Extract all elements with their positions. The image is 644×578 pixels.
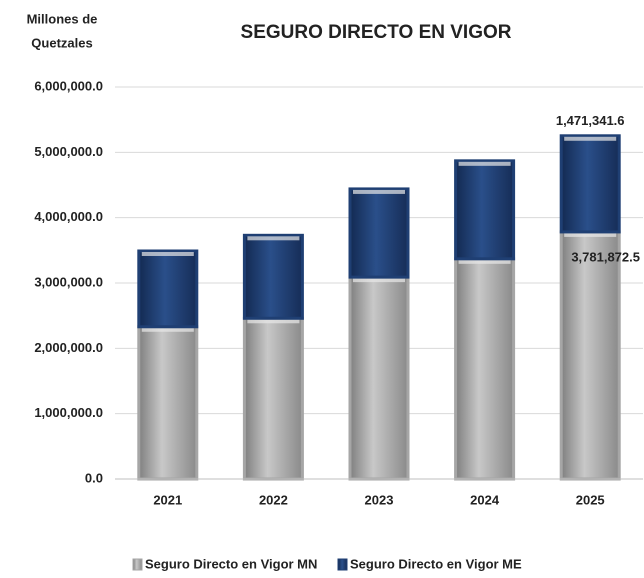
data-label: 1,471,341.6	[556, 113, 625, 128]
legend-swatch	[132, 558, 143, 571]
bar-segment	[559, 230, 621, 481]
data-label: 3,781,872.5	[571, 249, 640, 264]
x-tick-label: 2025	[576, 492, 605, 507]
y-label: Millones de	[27, 11, 98, 26]
bar-cap	[564, 232, 617, 237]
y-tick-label: 5,000,000.0	[34, 144, 103, 159]
legend-label: Seguro Directo en Vigor MN	[145, 556, 317, 571]
bar-cap	[141, 327, 194, 332]
bar-segment	[137, 325, 199, 481]
y-label: Quetzales	[31, 35, 92, 50]
bar-cap	[247, 236, 300, 241]
bar-segment	[242, 233, 304, 320]
bar-cap	[353, 189, 405, 194]
legend-swatch	[337, 558, 348, 571]
x-tick-label: 2021	[153, 492, 182, 507]
y-tick-label: 3,000,000.0	[34, 274, 103, 289]
bar-cap	[564, 136, 617, 141]
bar-segment	[559, 134, 621, 234]
x-tick-label: 2024	[470, 492, 500, 507]
bar-cap	[141, 251, 194, 256]
y-tick-label: 0.0	[85, 470, 103, 485]
y-tick-label: 2,000,000.0	[34, 340, 103, 355]
bar-cap	[353, 278, 405, 283]
bar-segment	[348, 187, 410, 279]
bar-segment	[454, 159, 516, 261]
bar-cap	[458, 259, 511, 264]
bar-cap	[458, 161, 511, 166]
x-tick-label: 2023	[365, 492, 394, 507]
chart-title: SEGURO DIRECTO EN VIGOR	[241, 22, 512, 43]
bar-segment	[454, 257, 516, 481]
bar-segment	[348, 275, 410, 481]
legend-label: Seguro Directo en Vigor ME	[350, 556, 522, 571]
y-tick-label: 4,000,000.0	[34, 209, 103, 224]
bar-segment	[137, 249, 199, 329]
y-tick-label: 1,000,000.0	[34, 405, 103, 420]
bar-segment	[242, 316, 304, 481]
y-tick-label: 6,000,000.0	[34, 78, 103, 93]
bar-cap	[247, 319, 300, 324]
x-tick-label: 2022	[259, 492, 288, 507]
